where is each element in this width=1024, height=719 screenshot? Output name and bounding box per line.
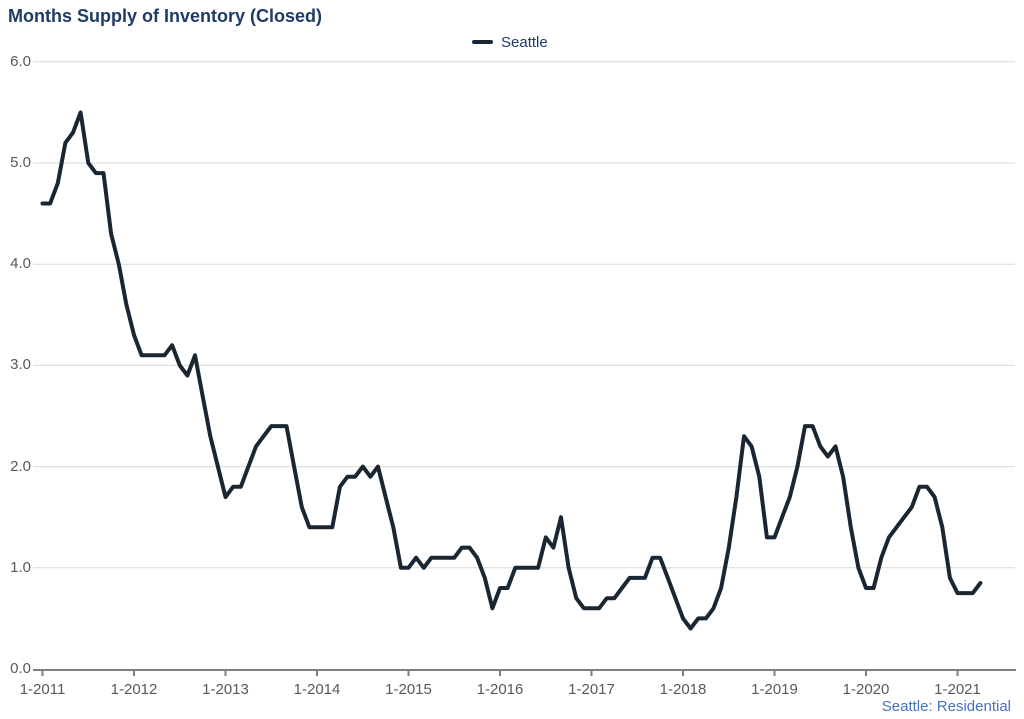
- y-axis-label-5.0: 5.0: [10, 154, 31, 171]
- y-axis-label-2.0: 2.0: [10, 457, 31, 475]
- x-axis-label-1-2013: 1-2013: [202, 681, 249, 698]
- x-axis-label-1-2017: 1-2017: [568, 681, 615, 698]
- x-axis-label-1-2018: 1-2018: [659, 681, 707, 698]
- x-axis-label-1-2015: 1-2015: [385, 681, 432, 698]
- x-axis-label-1-2011: 1-2011: [19, 681, 66, 698]
- legend[interactable]: Seattle: [472, 33, 548, 51]
- y-axis-label-3.0: 3.0: [10, 356, 31, 374]
- x-axis-label-1-2019: 1-2019: [751, 681, 798, 698]
- x-axis-label-1-2016: 1-2016: [476, 681, 524, 698]
- x-axis-label-1-2020: 1-2020: [842, 681, 890, 698]
- y-axis-label-0.0: 0.0: [10, 660, 31, 677]
- x-axis-label-1-2012: 1-2012: [110, 681, 158, 698]
- x-axis-label-1-2021: 1-2021: [934, 681, 981, 698]
- legend-line-swatch: [472, 40, 493, 44]
- chart-footnote: Seattle: Residential: [881, 698, 1011, 715]
- y-axis-label-4.0: 4.0: [10, 255, 31, 273]
- x-axis-label-1-2014: 1-2014: [293, 681, 341, 698]
- legend-label-seattle: Seattle: [501, 33, 548, 51]
- chart-title: Months Supply of Inventory (Closed): [8, 6, 322, 26]
- y-axis-label-1.0: 1.0: [10, 558, 31, 576]
- seattle-series-line[interactable]: [40, 110, 983, 631]
- y-axis-label-6.0: 6.0: [10, 52, 31, 70]
